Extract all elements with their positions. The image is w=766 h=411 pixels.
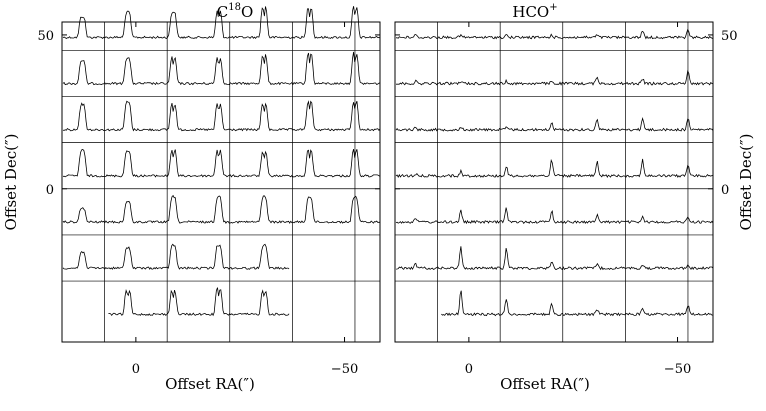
spectrum-row bbox=[441, 290, 714, 317]
x-tick-label: 0 bbox=[132, 362, 140, 377]
spectrum-row bbox=[395, 117, 714, 132]
c18o-spectra bbox=[62, 6, 381, 317]
hco-spectra-panel: 0 −50 0 50 HCO+ Offset RA(″) Offset Dec(″) bbox=[394, 2, 755, 393]
spectrum-row bbox=[62, 51, 381, 86]
c18o-title: C18O bbox=[217, 2, 254, 21]
c18o-ticks: 0 −50 0 50 bbox=[37, 22, 380, 377]
spectrum-row bbox=[395, 158, 714, 178]
x-tick-label: −50 bbox=[331, 362, 358, 377]
spectrum-row bbox=[62, 148, 381, 178]
hco-x-axis-label: Offset RA(″) bbox=[500, 375, 590, 393]
c18o-grid bbox=[62, 22, 380, 342]
x-tick-label: 0 bbox=[465, 362, 473, 377]
spectrum-row bbox=[396, 28, 714, 40]
y-tick-label: 50 bbox=[721, 29, 738, 44]
y-tick-label: 0 bbox=[721, 183, 729, 198]
x-tick-label: −50 bbox=[664, 362, 691, 377]
spectrum-row bbox=[62, 100, 381, 132]
hco-y-axis-label: Offset Dec(″) bbox=[737, 134, 755, 231]
spectrum-row bbox=[395, 207, 714, 225]
spectrum-row bbox=[108, 287, 290, 317]
y-tick-label: 50 bbox=[37, 29, 54, 44]
hco-title: HCO+ bbox=[512, 2, 557, 21]
y-tick-label: 0 bbox=[46, 183, 54, 198]
hco-spectra bbox=[395, 28, 714, 317]
spectrum-row bbox=[62, 243, 290, 270]
c18o-panel-frame bbox=[61, 21, 381, 343]
hco-grid bbox=[395, 22, 713, 342]
spectrum-row bbox=[395, 246, 714, 271]
spectrum-row bbox=[62, 6, 381, 40]
hco-ticks: 0 −50 0 50 bbox=[395, 22, 738, 377]
c18o-y-axis-label: Offset Dec(″) bbox=[2, 134, 20, 231]
spectrum-row bbox=[396, 69, 714, 86]
spectrum-row bbox=[62, 194, 381, 224]
hco-panel-frame bbox=[394, 21, 714, 343]
c18o-spectra-panel: 0 −50 0 50 C18O Offset RA(″) Offset Dec(″) bbox=[2, 2, 381, 393]
c18o-x-axis-label: Offset RA(″) bbox=[165, 375, 255, 393]
